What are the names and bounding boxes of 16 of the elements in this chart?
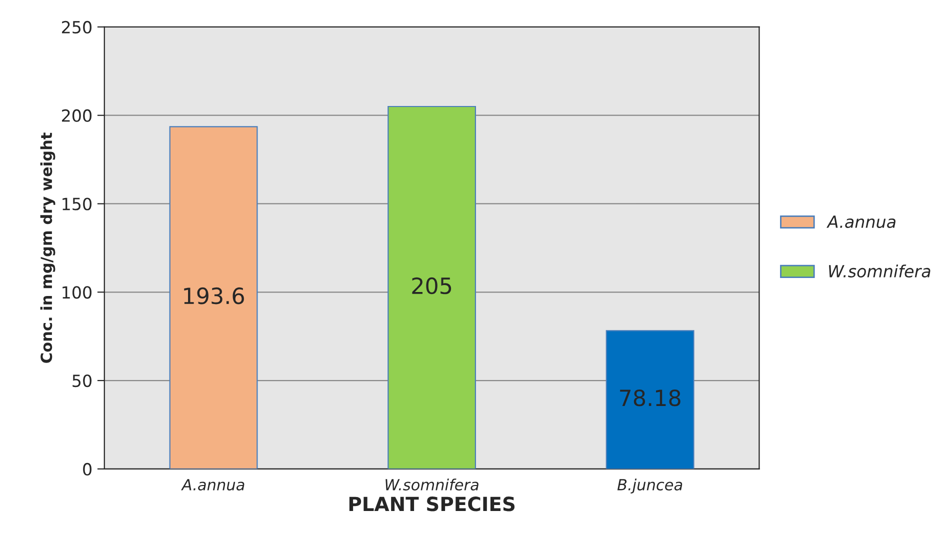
y-tick-label: 250 [62, 20, 92, 34]
y-tick-label: 50 [72, 374, 92, 388]
data-label: 78.18 [620, 389, 680, 406]
x-tick-label: W.somnifera [386, 478, 478, 490]
legend-label: A.annua [826, 216, 896, 228]
data-label: 193.6 [184, 287, 244, 304]
x-tick-label: A.annua [181, 479, 244, 490]
y-tick-label: 200 [62, 109, 92, 122]
y-tick-label: 0 [83, 462, 92, 476]
y-tick-label: 150 [62, 198, 92, 210]
legend-label: W.somnifera [829, 264, 930, 278]
x-tick-label: B.juncea [617, 478, 682, 494]
y-tick-label: 100 [62, 286, 92, 299]
y-axis-title: Conc. in mg/gm dry weight [40, 132, 56, 363]
x-axis-title: PLANT SPECIES [349, 496, 515, 512]
data-label: 205 [412, 277, 452, 294]
